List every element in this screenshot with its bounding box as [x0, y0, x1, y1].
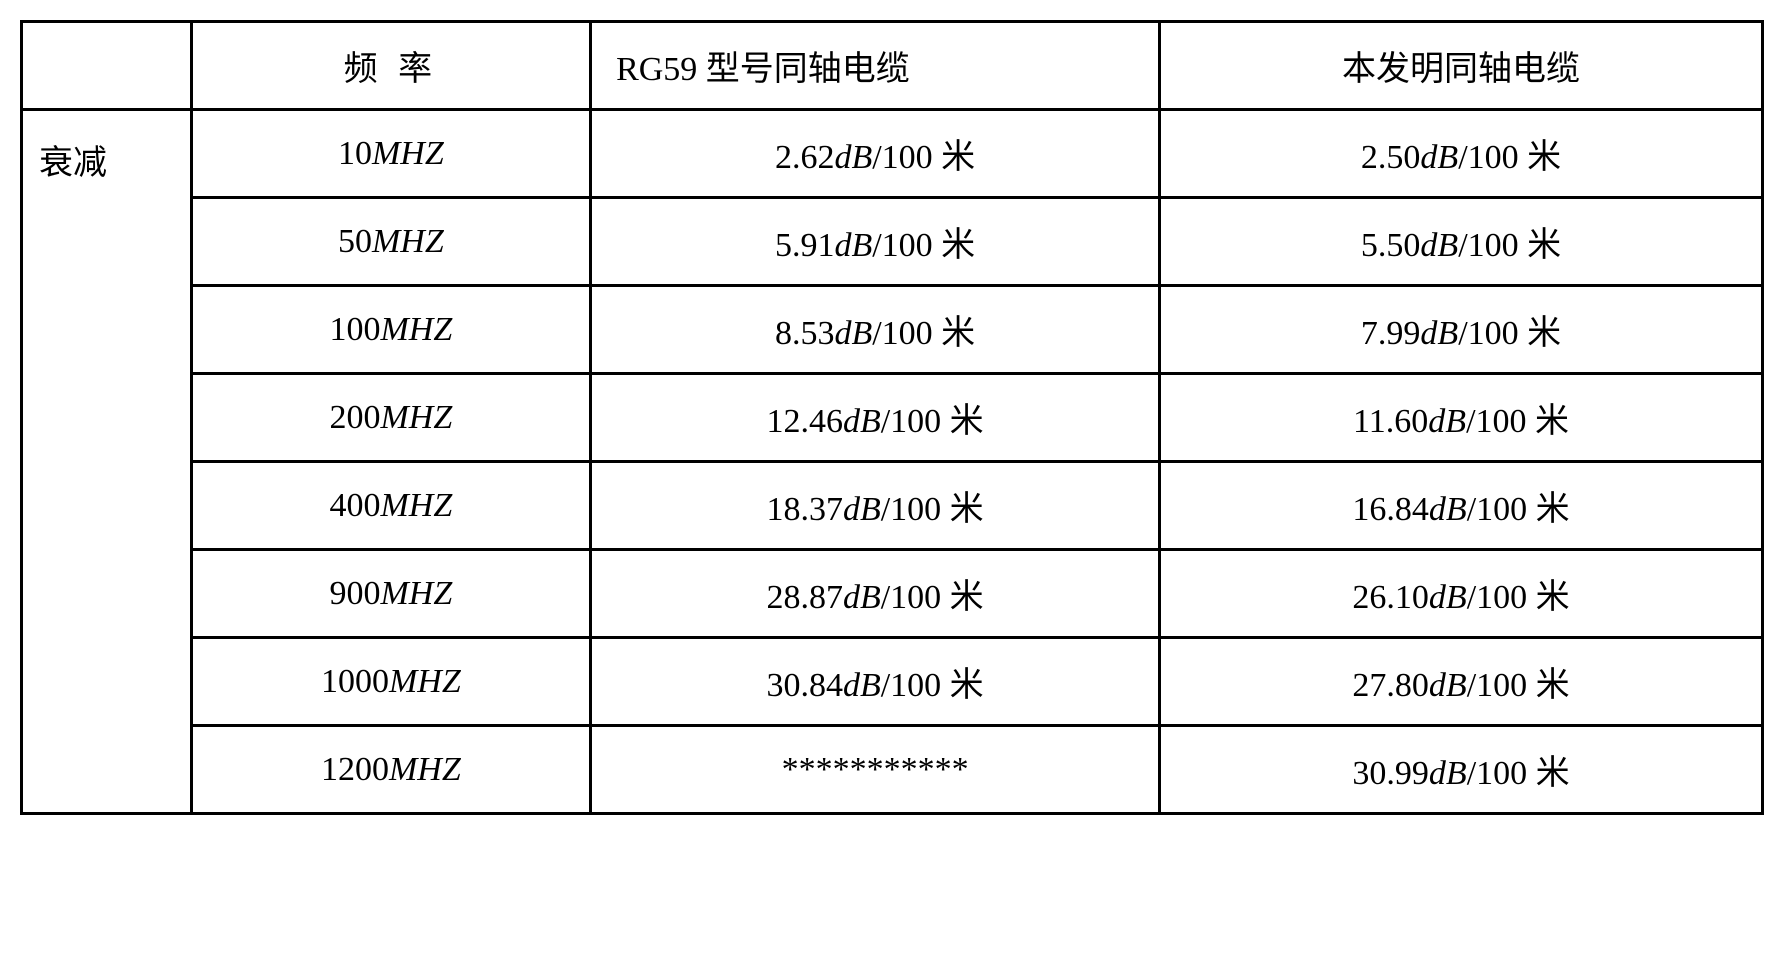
invention-value-cell: 27.80dB/100 米	[1160, 638, 1763, 726]
table-body: 衰减10MHZ2.62dB/100 米2.50dB/100 米50MHZ5.91…	[22, 110, 1763, 814]
invention-value-cell: 16.84dB/100 米	[1160, 462, 1763, 550]
rg59-value-cell: 18.37dB/100 米	[591, 462, 1160, 550]
rg59-value-cell: 12.46dB/100 米	[591, 374, 1160, 462]
invention-value-cell: 2.50dB/100 米	[1160, 110, 1763, 198]
frequency-cell: 100MHZ	[191, 286, 590, 374]
table-row: 1000MHZ30.84dB/100 米27.80dB/100 米	[22, 638, 1763, 726]
rg59-value-cell: 8.53dB/100 米	[591, 286, 1160, 374]
header-invention: 本发明同轴电缆	[1160, 22, 1763, 110]
invention-value-cell: 26.10dB/100 米	[1160, 550, 1763, 638]
table-row: 衰减10MHZ2.62dB/100 米2.50dB/100 米	[22, 110, 1763, 198]
frequency-cell: 1200MHZ	[191, 726, 590, 814]
rg59-value-cell: 5.91dB/100 米	[591, 198, 1160, 286]
rg59-value-cell: 30.84dB/100 米	[591, 638, 1160, 726]
frequency-cell: 10MHZ	[191, 110, 590, 198]
invention-value-cell: 5.50dB/100 米	[1160, 198, 1763, 286]
frequency-cell: 400MHZ	[191, 462, 590, 550]
table-row: 400MHZ18.37dB/100 米16.84dB/100 米	[22, 462, 1763, 550]
frequency-cell: 50MHZ	[191, 198, 590, 286]
table-row: 900MHZ28.87dB/100 米26.10dB/100 米	[22, 550, 1763, 638]
table-row: 1200MHZ***********30.99dB/100 米	[22, 726, 1763, 814]
frequency-cell: 900MHZ	[191, 550, 590, 638]
table-row: 200MHZ12.46dB/100 米11.60dB/100 米	[22, 374, 1763, 462]
table-row: 50MHZ5.91dB/100 米5.50dB/100 米	[22, 198, 1763, 286]
header-empty	[22, 22, 192, 110]
rg59-value-cell: ***********	[591, 726, 1160, 814]
invention-value-cell: 11.60dB/100 米	[1160, 374, 1763, 462]
invention-value-cell: 30.99dB/100 米	[1160, 726, 1763, 814]
rg59-value-cell: 28.87dB/100 米	[591, 550, 1160, 638]
invention-value-cell: 7.99dB/100 米	[1160, 286, 1763, 374]
table-row: 100MHZ8.53dB/100 米7.99dB/100 米	[22, 286, 1763, 374]
row-label-attenuation: 衰减	[22, 110, 192, 814]
header-rg59: RG59 型号同轴电缆	[591, 22, 1160, 110]
frequency-cell: 1000MHZ	[191, 638, 590, 726]
table-header-row: 频 率 RG59 型号同轴电缆 本发明同轴电缆	[22, 22, 1763, 110]
header-frequency: 频 率	[191, 22, 590, 110]
rg59-value-cell: 2.62dB/100 米	[591, 110, 1160, 198]
attenuation-table: 频 率 RG59 型号同轴电缆 本发明同轴电缆 衰减10MHZ2.62dB/10…	[20, 20, 1764, 815]
frequency-cell: 200MHZ	[191, 374, 590, 462]
